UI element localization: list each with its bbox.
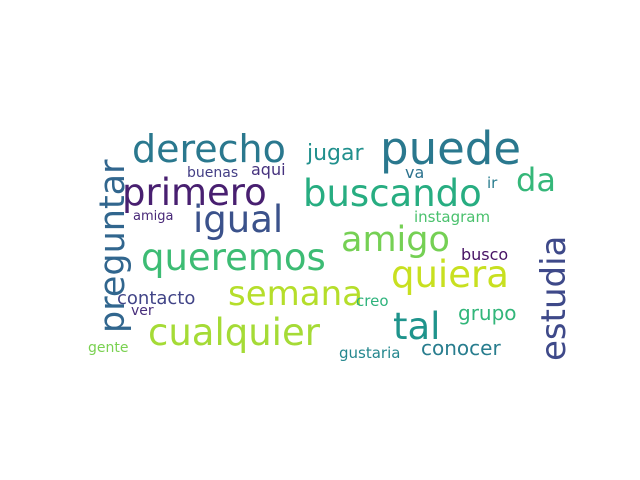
word-cualquier: cualquier [148,311,321,354]
word-gustaria: gustaria [339,344,400,362]
word-busco: busco [461,245,508,264]
word-amigo: amigo [341,220,450,260]
word-aqui: aqui [251,160,286,179]
word-da: da [516,161,556,199]
word-igual: igual [193,198,283,241]
word-buscando: buscando [303,172,482,215]
word-conocer: conocer [421,336,501,360]
word-puede: puede [380,122,521,175]
word-instagram: instagram [414,208,490,226]
word-va: va [405,163,424,182]
word-buenas: buenas [187,165,238,181]
word-jugar: jugar [306,141,365,166]
word-ver: ver [131,303,154,319]
word-contacto: contacto [117,288,195,309]
word-estudia: estudia [534,236,574,361]
word-ir: ir [487,174,498,192]
word-tal: tal [393,305,440,348]
word-quiera: quiera [391,253,509,296]
word-creo: creo [356,292,389,310]
word-derecho: derecho [132,127,286,171]
word-semana: semana [228,274,363,314]
word-grupo: grupo [458,301,517,325]
word-queremos: queremos [141,236,326,279]
word-gente: gente [88,340,128,356]
word-amiga: amiga [133,209,173,224]
word-preguntar: preguntar [93,159,133,333]
word-primero: primero [122,171,267,214]
